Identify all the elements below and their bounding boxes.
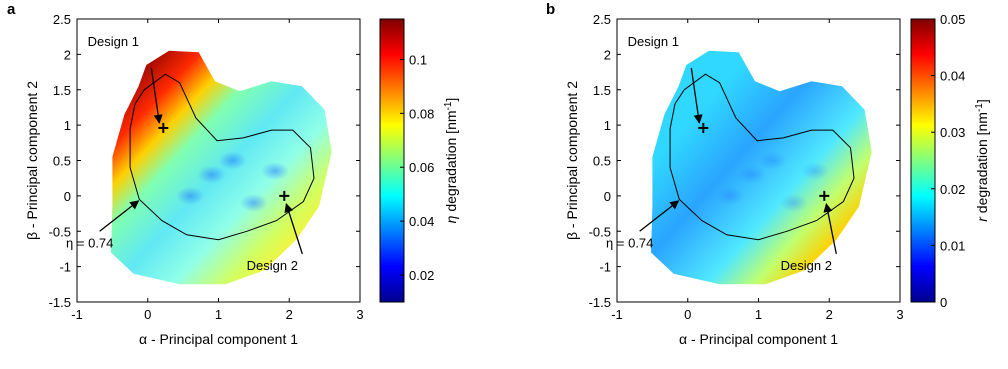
design-label: Design 2 [247,258,298,273]
panel-b: b-1 0 1 2 3-1.5-1-0.500.511.522.5α - Princip… [546,1,990,347]
y-tick-label: 2 [604,47,611,62]
y-tick-label: 2.5 [53,12,71,27]
x-tick-label: 2 [286,307,293,322]
y-tick-label: 0.5 [53,154,71,169]
heatmap-spot [737,165,766,184]
x-tick-label: 0 [144,307,151,322]
colorbar-label-text: degradation [nm [443,110,459,215]
colorbar-label-symbol: η [443,215,459,223]
heatmap-region [651,50,872,285]
y-tick-label: 1.5 [53,83,71,98]
colorbar-tick-label: 0.05 [940,12,965,27]
x-tick-label: 1 [755,307,762,322]
colorbar-tick-label: 0.1 [409,52,427,67]
x-tick-label: 1 [215,307,222,322]
colorbar-label-text: degradation [nm [974,112,990,217]
y-axis-label: β - Principal component 2 [24,81,40,240]
colorbar-label-end: ] [974,99,990,103]
contour-arrow [99,200,140,232]
heatmap-spot [758,151,787,170]
colorbar-tick-label: 0.06 [409,160,434,175]
colorbar-label-sup: -1 [443,101,454,110]
y-tick-label: -0.5 [589,224,611,239]
colorbar-label-end: ] [443,98,459,102]
panel-letter: a [7,1,16,18]
contour-line [669,73,855,241]
colorbar-tick-label: 0.08 [409,106,434,121]
y-tick-label: -0.5 [49,224,71,239]
contour-label: η = 0.74 [606,236,653,251]
contour-label: η = 0.74 [66,236,113,251]
design-arrow [150,67,163,124]
x-tick-label: 3 [896,307,903,322]
y-tick-label: 2 [64,47,71,62]
colorbar-label: η degradation [nm-1] [443,98,459,224]
colorbar-tick-label: 0.03 [940,125,965,140]
heatmap-region [111,50,332,285]
x-tick-label: 2 [826,307,833,322]
y-tick-label: 1.5 [593,83,611,98]
colorbar-label-symbol: r [974,216,990,222]
x-tick-label: -1 [611,307,623,322]
heatmap-spot [197,165,226,184]
y-axis-label: β - Principal component 2 [564,81,580,240]
colorbar-label-sup: -1 [974,103,985,112]
colorbar-tick-label: 0.01 [940,238,965,253]
x-tick-label: -1 [71,307,83,322]
colorbar [910,18,936,303]
heatmap-spot [176,186,205,205]
colorbar-tick-label: 0.04 [409,214,434,229]
colorbar-tick-label: 0 [940,295,947,310]
heatmap-spot [779,193,808,212]
y-tick-label: 0.5 [593,154,611,169]
design-arrow [823,202,837,255]
x-tick-label: 0 [684,307,691,322]
x-tick-label: 3 [356,307,363,322]
y-tick-label: -1.5 [589,295,611,310]
design-arrow [690,67,703,124]
colorbar [379,18,405,303]
contour-line [129,73,315,241]
heatmap-spot [801,162,830,181]
y-tick-label: 1 [64,118,71,133]
heatmap-spot [239,193,268,212]
heatmap-spot [716,186,745,205]
contour-arrow [639,200,680,232]
colorbar-tick-label: 0.04 [940,69,965,84]
heatmap-spot [261,162,290,181]
panel-letter: b [546,1,555,18]
design-label: Design 2 [781,258,832,273]
y-tick-label: 0 [604,189,611,204]
y-tick-label: -1 [599,260,611,275]
y-tick-label: -1 [59,260,71,275]
panel-a: a-1 0 1 2 3-1.5-1-0.500.511.522.5α - Princip… [7,1,459,347]
y-tick-label: 1 [604,118,611,133]
x-axis-label: α - Principal component 1 [139,331,298,347]
colorbar-tick-label: 0.02 [940,182,965,197]
design-label: Design 1 [88,34,139,49]
colorbar-tick-label: 0.02 [409,268,434,283]
design-arrow [284,203,303,255]
x-axis-label: α - Principal component 1 [679,331,838,347]
heatmap-spot [218,151,247,170]
y-tick-label: 0 [64,189,71,204]
y-tick-label: -1.5 [49,295,71,310]
y-tick-label: 2.5 [593,12,611,27]
design-label: Design 1 [628,34,679,49]
colorbar-label: r degradation [nm-1] [974,99,990,222]
